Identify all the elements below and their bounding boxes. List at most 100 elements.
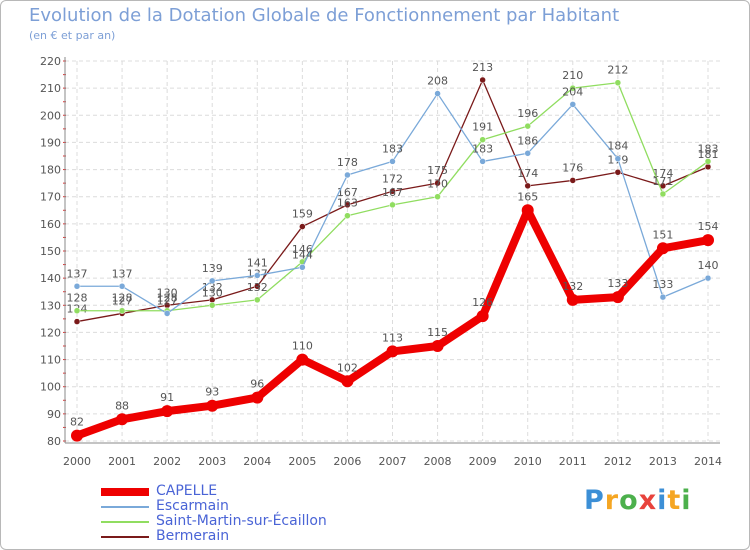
data-label-escarmain: 144 xyxy=(292,248,313,261)
legend-item-bermerain: Bermerain xyxy=(101,528,441,544)
data-point-escarmain xyxy=(254,272,261,279)
legend-item-escarmain: Escarmain xyxy=(101,498,441,514)
data-label-bermerain: 174 xyxy=(652,167,673,180)
data-point-capelle xyxy=(341,375,354,388)
data-point-escarmain xyxy=(389,158,396,165)
y-tick-label: 210 xyxy=(40,82,61,95)
data-label-capelle: 102 xyxy=(337,361,358,374)
data-point-capelle xyxy=(206,399,219,412)
data-label-capelle: 82 xyxy=(70,416,84,429)
y-tick-label: 110 xyxy=(40,354,61,367)
data-point-saint-martin-sur-ecaillon xyxy=(208,302,216,309)
data-label-escarmain: 140 xyxy=(698,259,719,272)
data-point-escarmain xyxy=(614,155,622,162)
data-point-bermerain xyxy=(569,177,577,184)
data-point-bermerain xyxy=(434,179,441,187)
data-point-bermerain xyxy=(704,163,712,171)
x-tick-label: 2005 xyxy=(288,455,316,468)
data-point-saint-martin-sur-ecaillon xyxy=(569,84,577,92)
data-point-saint-martin-sur-ecaillon xyxy=(479,136,486,143)
data-label-bermerain: 175 xyxy=(427,164,448,177)
legend-label-bermerain: Bermerain xyxy=(156,528,230,544)
y-tick-label: 140 xyxy=(40,272,61,285)
legend-label-saint-martin: Saint-Martin-sur-Écaillon xyxy=(156,513,327,529)
x-tick-label: 2002 xyxy=(153,455,181,468)
legend-item-capelle: CAPELLE xyxy=(101,483,441,499)
data-point-capelle xyxy=(386,345,399,358)
data-label-bermerain: 176 xyxy=(562,161,583,174)
data-point-bermerain xyxy=(614,169,622,176)
x-tick-label: 2001 xyxy=(108,455,136,468)
data-label-bermerain: 174 xyxy=(517,167,538,180)
data-label-saint-martin-sur-ecaillon: 196 xyxy=(517,107,538,120)
brand-letter: r xyxy=(604,485,620,516)
legend-label-escarmain: Escarmain xyxy=(156,498,229,514)
data-point-capelle xyxy=(521,204,534,217)
data-label-saint-martin-sur-ecaillon: 170 xyxy=(427,178,448,191)
legend-swatch-escarmain xyxy=(101,506,149,508)
data-point-escarmain xyxy=(434,90,441,97)
data-label-escarmain: 139 xyxy=(202,262,223,275)
data-label-capelle: 132 xyxy=(562,280,583,293)
data-label-saint-martin-sur-ecaillon: 128 xyxy=(67,292,88,305)
y-tick-label: 170 xyxy=(40,191,61,204)
data-point-saint-martin-sur-ecaillon xyxy=(704,158,712,165)
data-label-bermerain: 213 xyxy=(472,61,493,74)
x-tick-label: 2011 xyxy=(559,455,587,468)
data-point-escarmain xyxy=(299,264,306,271)
x-tick-label: 2014 xyxy=(694,455,722,468)
legend-swatch-saint-martin xyxy=(101,521,149,523)
data-point-capelle xyxy=(566,293,579,306)
data-point-bermerain xyxy=(389,188,396,195)
data-label-saint-martin-sur-ecaillon: 128 xyxy=(112,292,133,305)
data-point-escarmain xyxy=(704,274,712,282)
data-point-saint-martin-sur-ecaillon xyxy=(524,122,531,130)
data-label-saint-martin-sur-ecaillon: 210 xyxy=(562,69,583,82)
data-label-escarmain: 141 xyxy=(247,256,268,269)
data-label-escarmain: 133 xyxy=(652,278,673,291)
brand-letter: P xyxy=(584,485,605,516)
data-point-capelle xyxy=(476,310,489,323)
legend-item-saint-martin: Saint-Martin-sur-Écaillon xyxy=(101,513,441,529)
y-tick-label: 80 xyxy=(47,435,61,448)
data-label-saint-martin-sur-ecaillon: 171 xyxy=(652,175,673,188)
data-point-saint-martin-sur-ecaillon xyxy=(254,296,261,304)
data-label-escarmain: 186 xyxy=(517,134,538,147)
data-label-escarmain: 204 xyxy=(562,85,583,98)
data-point-saint-martin-sur-ecaillon xyxy=(118,307,126,314)
x-tick-label: 2004 xyxy=(243,455,271,468)
data-point-capelle xyxy=(296,353,309,366)
data-point-bermerain xyxy=(479,76,486,84)
data-point-capelle xyxy=(116,413,129,426)
data-label-bermerain: 167 xyxy=(337,186,358,199)
data-point-capelle xyxy=(656,242,669,255)
data-label-capelle: 154 xyxy=(698,220,719,233)
data-point-escarmain xyxy=(163,310,171,317)
data-point-bermerain xyxy=(524,182,531,190)
data-point-bermerain xyxy=(73,318,81,325)
chart-title: Evolution de la Dotation Globale de Fonc… xyxy=(29,5,620,26)
data-label-escarmain: 127 xyxy=(157,294,178,307)
data-label-saint-martin-sur-ecaillon: 167 xyxy=(382,186,403,199)
legend-swatch-bermerain xyxy=(101,536,149,538)
legend-label-capelle: CAPELLE xyxy=(156,483,218,499)
chart-subtitle: (en € et par an) xyxy=(29,29,116,42)
y-tick-label: 190 xyxy=(40,136,61,149)
data-label-bermerain: 127 xyxy=(112,294,133,307)
data-label-bermerain: 181 xyxy=(698,148,719,161)
data-point-capelle xyxy=(251,391,264,404)
data-point-escarmain xyxy=(208,277,216,285)
x-tick-label: 2012 xyxy=(604,455,632,468)
data-point-capelle xyxy=(611,291,624,304)
x-tick-label: 2000 xyxy=(63,455,91,468)
data-label-capelle: 151 xyxy=(652,228,673,241)
x-tick-label: 2007 xyxy=(379,455,407,468)
legend-swatch-capelle xyxy=(101,488,149,496)
data-label-capelle: 93 xyxy=(205,386,219,399)
x-tick-label: 2013 xyxy=(649,455,677,468)
data-label-saint-martin-sur-ecaillon: 212 xyxy=(607,64,628,77)
data-label-capelle: 110 xyxy=(292,340,313,353)
brand-letter: i xyxy=(681,485,692,516)
brand-logo: Proxiti xyxy=(584,485,692,516)
